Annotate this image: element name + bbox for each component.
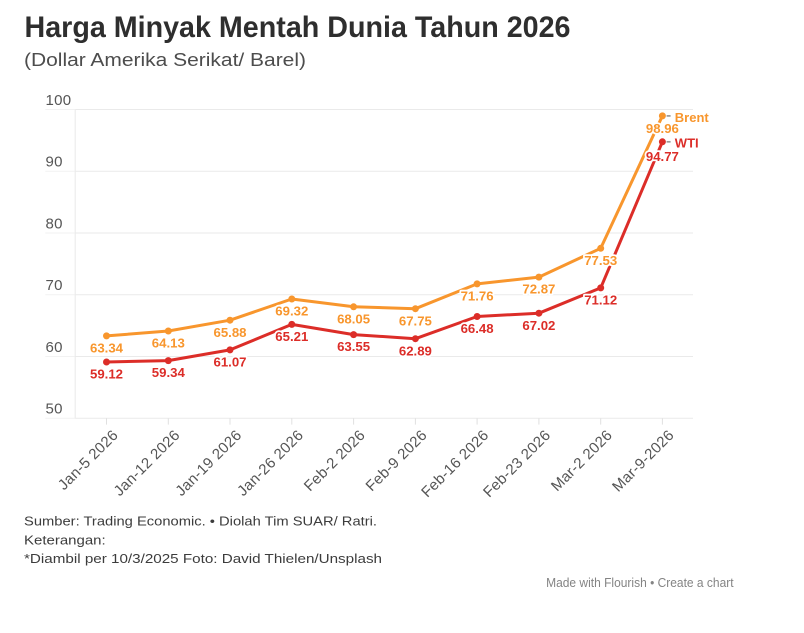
- svg-text:67.75: 67.75: [399, 313, 432, 328]
- svg-text:63.34: 63.34: [90, 341, 124, 356]
- svg-text:Keterangan:: Keterangan:: [24, 532, 106, 547]
- svg-text:71.76: 71.76: [461, 289, 494, 304]
- svg-text:80: 80: [46, 215, 63, 232]
- svg-text:*Diambil per 10/3/2025 Foto: D: *Diambil per 10/3/2025 Foto: David Thiel…: [24, 551, 382, 566]
- svg-text:63.55: 63.55: [337, 339, 370, 354]
- svg-text:Harga Minyak Mentah Dunia Tahu: Harga Minyak Mentah Dunia Tahun 2026: [25, 11, 571, 44]
- svg-text:100: 100: [46, 92, 72, 109]
- svg-text:70: 70: [46, 277, 63, 294]
- svg-text:59.12: 59.12: [90, 367, 123, 382]
- svg-text:67.02: 67.02: [522, 318, 555, 333]
- svg-text:Sumber: Trading Economic. • Di: Sumber: Trading Economic. • Diolah Tim S…: [24, 514, 377, 529]
- svg-text:64.13: 64.13: [152, 336, 185, 351]
- svg-text:71.12: 71.12: [584, 293, 617, 308]
- svg-text:Brent: Brent: [675, 110, 710, 125]
- svg-text:(Dollar Amerika Serikat/ Barel: (Dollar Amerika Serikat/ Barel): [24, 50, 306, 70]
- svg-text:90: 90: [46, 154, 63, 171]
- svg-text:66.48: 66.48: [461, 321, 494, 336]
- svg-text:60: 60: [46, 339, 63, 356]
- svg-text:68.05: 68.05: [337, 311, 370, 326]
- svg-text:62.89: 62.89: [399, 343, 432, 358]
- svg-text:61.07: 61.07: [213, 355, 246, 370]
- svg-text:65.88: 65.88: [213, 325, 246, 340]
- svg-text:50: 50: [46, 401, 63, 418]
- svg-text:Made with Flourish • Create a: Made with Flourish • Create a chart: [546, 576, 734, 590]
- svg-text:59.34: 59.34: [152, 365, 186, 380]
- svg-text:94.77: 94.77: [646, 149, 679, 164]
- svg-text:98.96: 98.96: [646, 121, 679, 136]
- svg-text:65.21: 65.21: [275, 329, 308, 344]
- svg-text:77.53: 77.53: [584, 253, 617, 268]
- svg-text:69.32: 69.32: [275, 304, 308, 319]
- svg-text:WTI: WTI: [675, 135, 699, 150]
- svg-text:72.87: 72.87: [522, 282, 555, 297]
